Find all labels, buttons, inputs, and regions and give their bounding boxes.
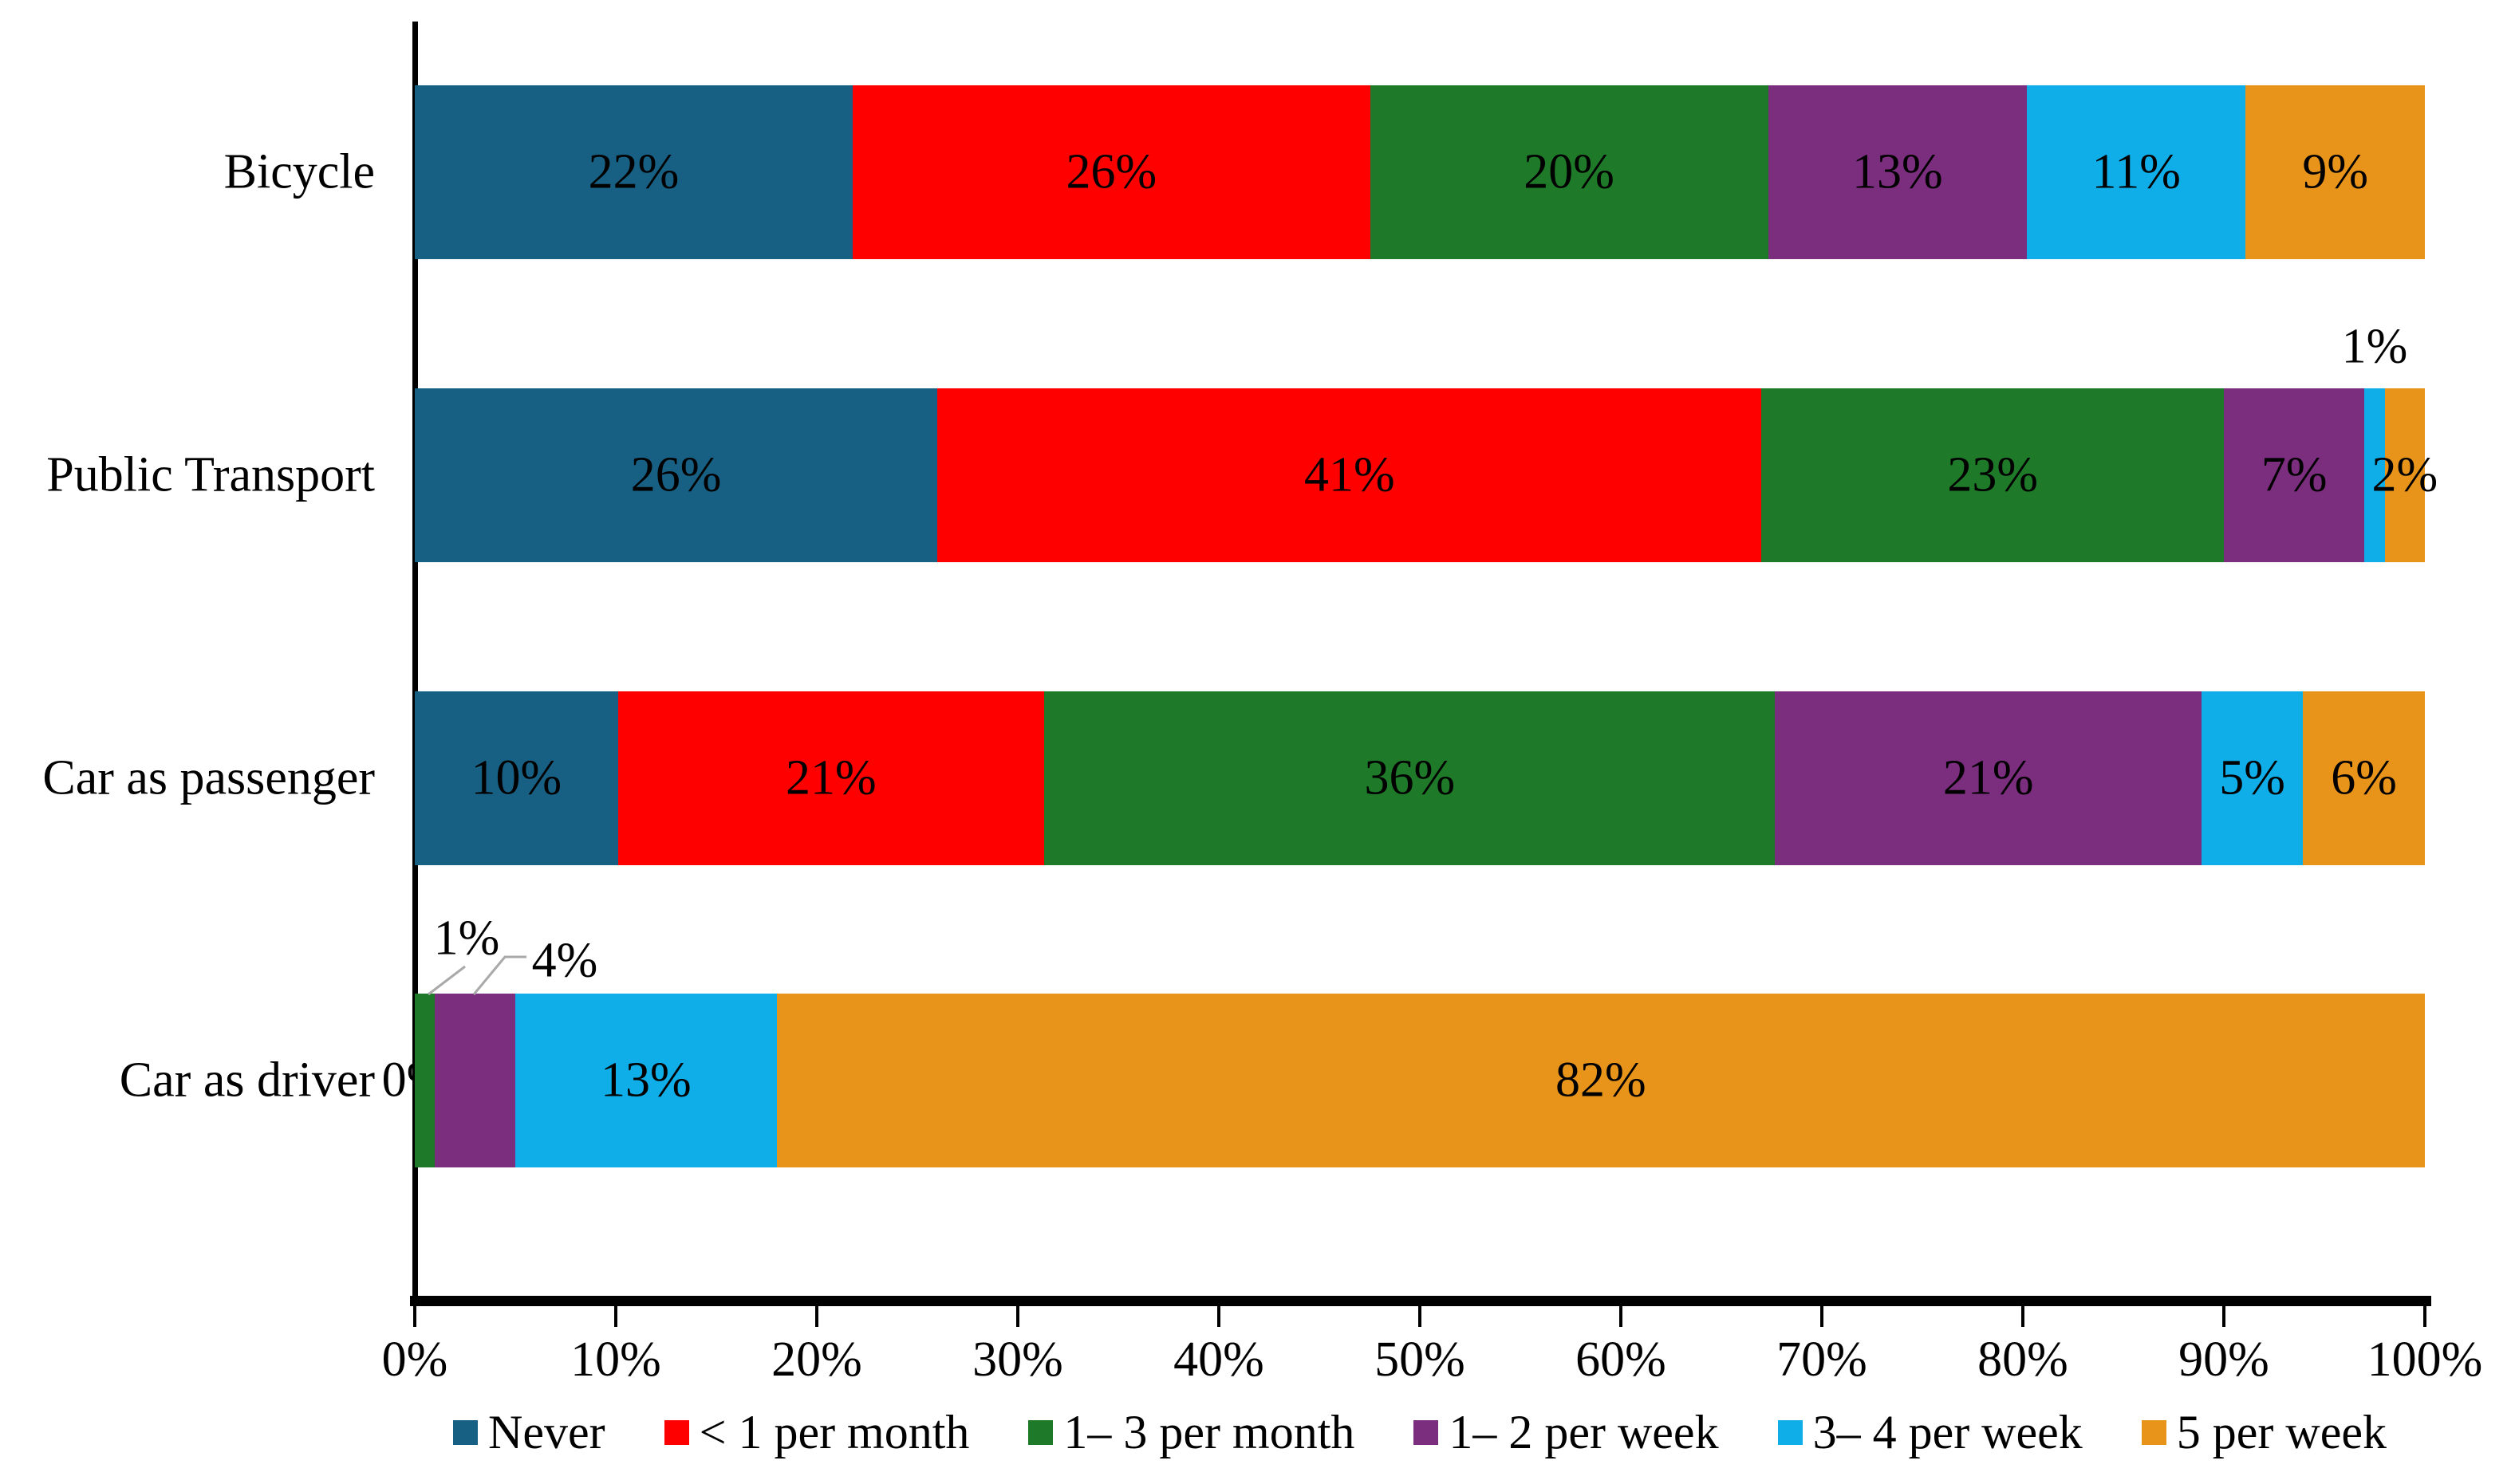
x-axis-tick-label: 0% <box>381 1332 448 1387</box>
data-label-above: 1% <box>2341 319 2408 374</box>
data-label: 13% <box>1851 144 1943 199</box>
bar-segment <box>937 388 1762 562</box>
category-label: Car as driver <box>119 1053 375 1108</box>
x-axis-tick <box>413 1306 416 1327</box>
legend-item: 1– 2 per week <box>1413 1405 1719 1460</box>
bar-segment <box>1761 388 2224 562</box>
data-label: 2% <box>2371 447 2438 502</box>
x-axis-tick <box>815 1306 818 1327</box>
bar-segment <box>415 85 853 259</box>
bar-segment <box>776 994 2425 1167</box>
bar-segment <box>415 691 618 865</box>
legend-swatch <box>1413 1420 1439 1445</box>
data-label: 20% <box>1524 144 1614 199</box>
x-axis-tick-label: 90% <box>2178 1332 2269 1387</box>
x-axis-tick <box>2423 1306 2426 1327</box>
legend-item: Never <box>453 1405 605 1460</box>
x-axis-tick <box>2021 1306 2024 1327</box>
category-label: Bicycle <box>223 144 375 199</box>
bar-segment <box>435 994 515 1167</box>
legend-item: 3– 4 per week <box>1777 1405 2083 1460</box>
bar-segment <box>2384 388 2425 562</box>
bar-segment <box>515 994 777 1167</box>
x-axis-tick-label: 70% <box>1776 1332 1867 1387</box>
bar-segment <box>617 691 1045 865</box>
bar-segment <box>2026 85 2246 259</box>
callout-label: 4% <box>531 933 598 988</box>
bar-segment <box>2202 691 2304 865</box>
bar-segment <box>1768 85 2027 259</box>
bar-segment <box>852 85 1370 259</box>
legend-label: 5 per week <box>2176 1406 2387 1458</box>
bar-segment <box>1775 691 2202 865</box>
x-axis-tick-label: 30% <box>972 1332 1063 1387</box>
bar-segment <box>2303 691 2425 865</box>
legend: Never < 1 per month 1– 3 per month 1– 2 per… <box>415 1405 2425 1460</box>
legend-swatch <box>664 1420 689 1445</box>
data-label: 11% <box>2091 144 2181 199</box>
data-label: 10% <box>471 750 562 805</box>
data-label: 7% <box>2261 447 2328 502</box>
x-axis-tick <box>1016 1306 1019 1327</box>
legend-label: 3– 4 per week <box>1812 1406 2083 1458</box>
legend-item: 1– 3 per month <box>1028 1405 1354 1460</box>
x-axis-tick <box>1217 1306 1220 1327</box>
bar-segment <box>1044 691 1776 865</box>
data-label: 9% <box>2302 144 2369 199</box>
x-axis-tick <box>614 1306 617 1327</box>
data-label: 36% <box>1364 750 1456 805</box>
bar-segment <box>415 388 938 562</box>
data-label: 5% <box>2219 750 2285 805</box>
x-axis-tick <box>1418 1306 1421 1327</box>
legend-label: < 1 per month <box>699 1406 970 1458</box>
data-label: 21% <box>785 750 877 805</box>
data-label: 6% <box>2331 750 2397 805</box>
bar-segment <box>2364 388 2385 562</box>
legend-label: Never <box>488 1406 605 1458</box>
legend-swatch <box>1777 1420 1803 1445</box>
bar-segment <box>1370 85 1768 259</box>
x-axis-tick <box>1619 1306 1622 1327</box>
x-axis-tick-label: 10% <box>570 1332 661 1387</box>
category-label: Public Transport <box>46 447 375 502</box>
x-axis-line <box>410 1296 2431 1306</box>
legend-swatch <box>1028 1420 1054 1445</box>
data-label: 26% <box>1066 144 1157 199</box>
x-axis-tick-label: 40% <box>1173 1332 1264 1387</box>
data-label: 26% <box>630 447 722 502</box>
bar-segment <box>2224 388 2365 562</box>
y-axis-line <box>412 22 418 1306</box>
legend-swatch <box>453 1420 479 1445</box>
legend-label: 1– 2 per week <box>1449 1406 1719 1458</box>
x-axis-tick-label: 50% <box>1374 1332 1465 1387</box>
category-label: Car as passenger <box>42 750 375 805</box>
data-label: 21% <box>1942 750 2034 805</box>
legend-swatch <box>2141 1420 2166 1445</box>
x-axis-tick-label: 60% <box>1575 1332 1666 1387</box>
x-axis-tick-label: 80% <box>1977 1332 2068 1387</box>
legend-item: 5 per week <box>2141 1405 2387 1460</box>
x-axis-tick-label: 20% <box>771 1332 862 1387</box>
x-axis-tick <box>2222 1306 2225 1327</box>
data-label: 23% <box>1947 447 2039 502</box>
callout-label: 1% <box>433 911 500 966</box>
bar-segment <box>415 994 436 1167</box>
data-label: 22% <box>588 144 680 199</box>
legend-label: 1– 3 per month <box>1063 1406 1355 1458</box>
x-axis-tick <box>1820 1306 1823 1327</box>
data-label: 41% <box>1303 447 1395 502</box>
data-label: 82% <box>1555 1053 1646 1108</box>
x-axis-tick-label: 100% <box>2367 1332 2483 1387</box>
bar-segment <box>2245 85 2425 259</box>
leader-line <box>428 965 466 996</box>
data-label: 13% <box>600 1053 692 1108</box>
legend-item: < 1 per month <box>664 1405 970 1460</box>
